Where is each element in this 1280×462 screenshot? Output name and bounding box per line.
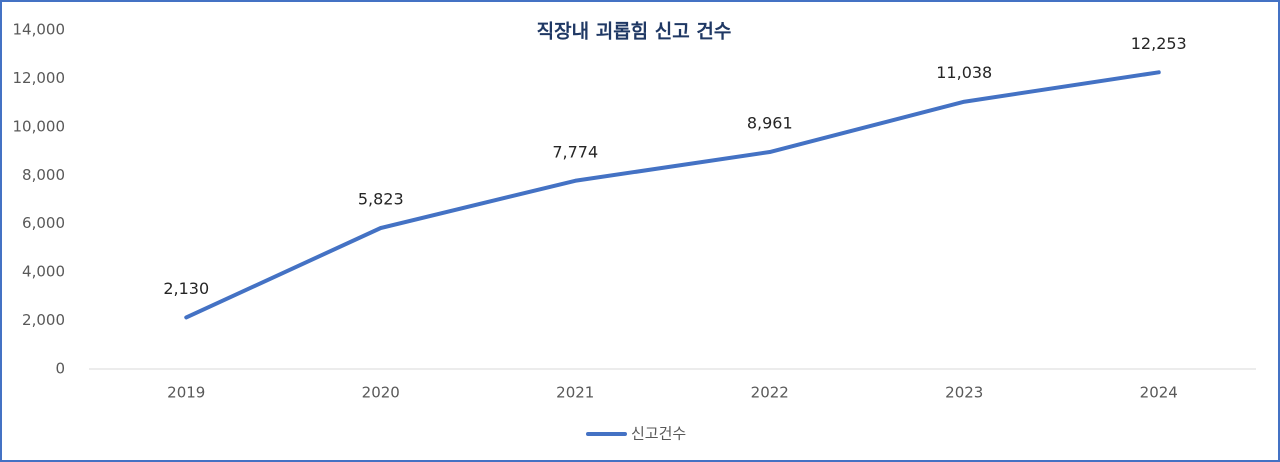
data-label: 8,961 <box>747 114 793 133</box>
data-label: 12,253 <box>1131 34 1187 53</box>
chart-title: 직장내 괴롭힘 신고 건수 <box>537 21 732 43</box>
y-tick-label: 6,000 <box>22 214 65 232</box>
y-tick-label: 4,000 <box>22 263 65 281</box>
data-label: 5,823 <box>358 190 404 209</box>
legend-label: 신고건수 <box>631 425 686 443</box>
data-label: 2,130 <box>163 279 209 298</box>
data-label: 7,774 <box>552 142 598 161</box>
y-tick-label: 14,000 <box>13 21 66 39</box>
data-label: 11,038 <box>936 63 992 82</box>
x-tick-label: 2023 <box>945 384 983 402</box>
x-tick-label: 2024 <box>1140 384 1178 402</box>
y-tick-label: 0 <box>55 360 65 378</box>
y-tick-label: 12,000 <box>13 69 66 87</box>
x-tick-label: 2019 <box>167 384 205 402</box>
y-tick-label: 8,000 <box>22 166 65 184</box>
x-tick-label: 2020 <box>362 384 400 402</box>
line-series <box>184 70 1161 320</box>
y-tick-label: 10,000 <box>13 117 66 135</box>
x-tick-label: 2021 <box>556 384 594 402</box>
y-tick-label: 2,000 <box>22 311 65 329</box>
x-tick-label: 2022 <box>751 384 789 402</box>
